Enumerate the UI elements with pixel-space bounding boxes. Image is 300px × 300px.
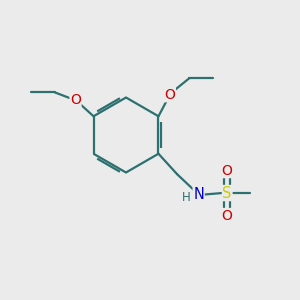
Text: O: O bbox=[222, 208, 232, 223]
Text: S: S bbox=[223, 185, 232, 200]
Text: O: O bbox=[70, 93, 81, 107]
Text: H: H bbox=[182, 191, 190, 204]
Text: O: O bbox=[164, 88, 175, 102]
Text: N: N bbox=[193, 187, 204, 202]
Text: O: O bbox=[222, 164, 232, 178]
